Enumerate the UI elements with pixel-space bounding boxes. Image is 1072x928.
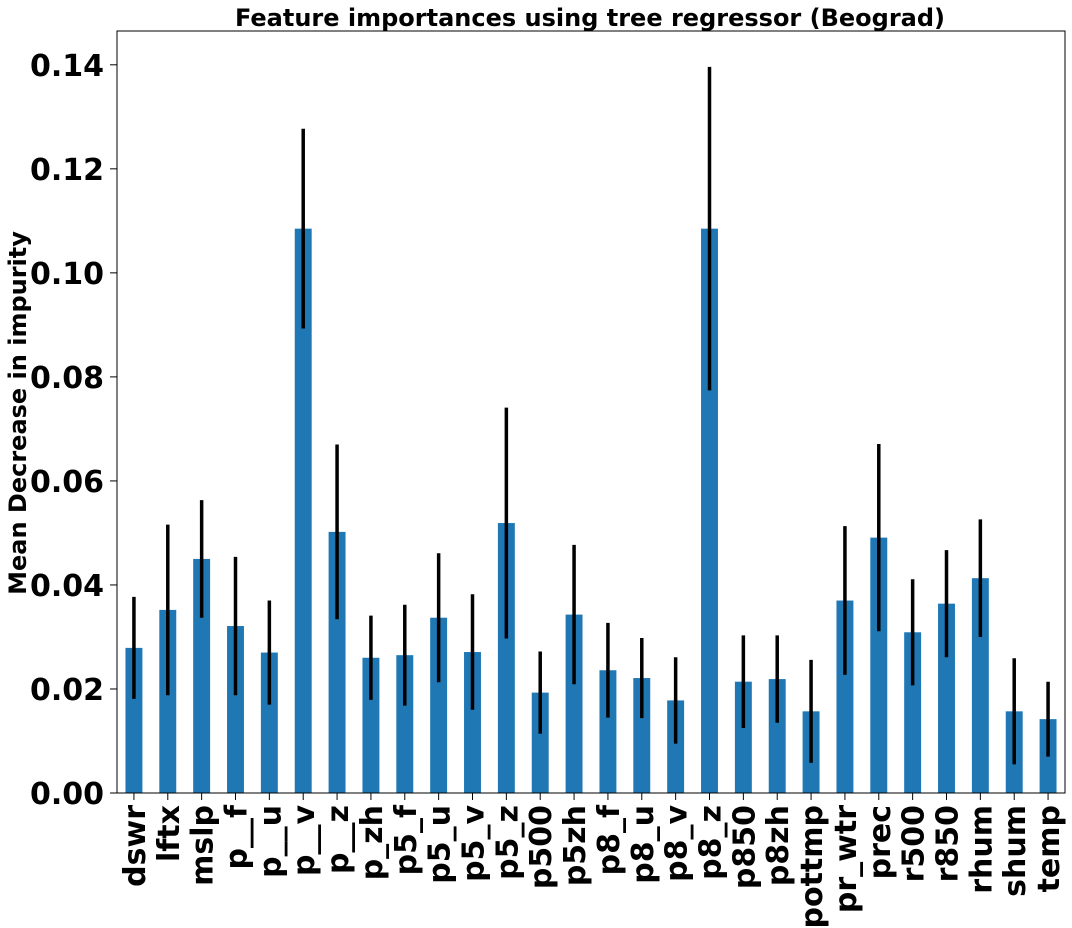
x-tick-label: p500 xyxy=(524,805,559,889)
x-tick-label: pr_wtr xyxy=(829,805,864,913)
bar xyxy=(870,537,888,793)
x-tick-label: mslp xyxy=(186,805,221,886)
y-tick-label: 0.12 xyxy=(30,153,104,188)
x-tick-label: p__v xyxy=(287,805,322,876)
x-tick-label: p__f xyxy=(220,804,255,869)
y-tick-label: 0.02 xyxy=(30,673,104,708)
bar xyxy=(497,523,515,793)
x-tick-label: p8_z xyxy=(694,805,729,880)
y-tick-label: 0.14 xyxy=(30,49,104,84)
bar xyxy=(159,609,177,793)
x-tick-label: p5zh xyxy=(558,805,593,886)
x-tick-label: p8_u xyxy=(626,805,661,884)
bar xyxy=(836,600,854,793)
bar xyxy=(667,700,685,793)
y-tick-label: 0.10 xyxy=(30,257,104,292)
bar xyxy=(734,681,752,793)
plot-area: 0.00 0.02 0.04 0.06 0.08 0.10 0.12 0.14 dswrlftx… xyxy=(30,49,1067,928)
bar xyxy=(701,228,718,794)
x-tick-label: rhum xyxy=(964,805,999,894)
x-tick-label: dswr xyxy=(118,805,153,887)
x-tick-label: p__z xyxy=(321,805,356,874)
bar xyxy=(971,578,989,793)
bar xyxy=(768,679,786,793)
chart-title: Feature importances using tree regressor… xyxy=(235,4,945,32)
x-tick-label: r850 xyxy=(931,805,966,882)
bar xyxy=(328,531,346,793)
bar xyxy=(396,655,414,793)
bar xyxy=(193,558,211,793)
x-tick-label: p__u xyxy=(253,805,288,878)
x-tick-label: p5_f xyxy=(389,804,424,875)
x-tick-label: r500 xyxy=(897,805,932,882)
bar xyxy=(938,603,955,793)
bar xyxy=(464,652,481,793)
bar xyxy=(125,647,143,793)
bar xyxy=(904,632,922,793)
bar xyxy=(633,678,651,793)
y-tick-label: 0.04 xyxy=(30,569,104,604)
plot-frame xyxy=(116,30,1066,794)
x-tick-label: p8zh xyxy=(761,805,796,886)
bar xyxy=(294,228,312,794)
x-tick-label: prec xyxy=(863,805,898,879)
x-tick-label: temp xyxy=(1032,805,1067,892)
y-tick-label: 0.08 xyxy=(30,361,104,396)
bar xyxy=(531,692,549,793)
x-tick-label: p8_v xyxy=(660,805,695,882)
bar xyxy=(227,626,244,793)
bar xyxy=(565,614,583,793)
y-axis-label: Mean Decrease in impurity xyxy=(4,231,32,595)
x-tick-label: p8_f xyxy=(592,804,627,875)
x-tick-label: p5_z xyxy=(490,805,525,880)
y-tick-label: 0.06 xyxy=(30,465,104,500)
x-tick-label: lftx xyxy=(152,805,187,862)
y-tick-label: 0.00 xyxy=(30,777,104,812)
x-tick-label: p5_u xyxy=(423,805,458,884)
bar xyxy=(599,670,617,793)
bar xyxy=(260,652,278,793)
x-tick-label: p5_v xyxy=(457,805,492,882)
x-tick-label: shum xyxy=(998,805,1033,897)
x-tick-label: p_zh xyxy=(355,805,390,880)
x-tick-label: pottmp xyxy=(795,805,830,928)
x-tick-label: p850 xyxy=(727,805,762,889)
bar xyxy=(362,657,380,793)
bar xyxy=(430,617,448,793)
